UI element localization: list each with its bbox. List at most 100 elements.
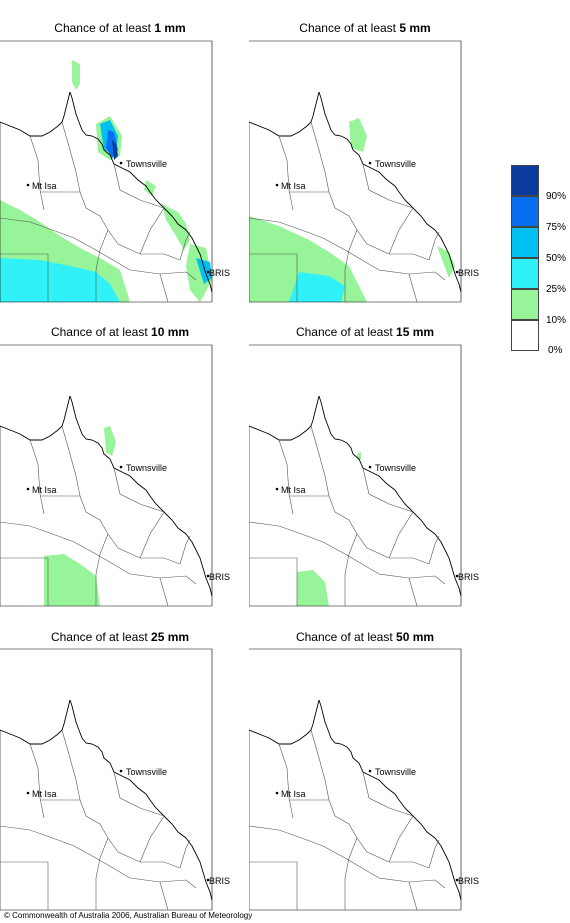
district-boundary	[159, 577, 169, 607]
gulf-coastline	[249, 91, 320, 137]
mt-isa-label: Mt Isa	[281, 789, 306, 799]
district-boundary	[29, 743, 45, 819]
district-boundary	[344, 837, 358, 910]
district-boundary	[428, 839, 440, 869]
probability-area	[112, 140, 118, 160]
townsville-label: Townsville	[126, 159, 167, 169]
district-boundary	[0, 825, 97, 859]
mt-isa-label: Mt Isa	[281, 181, 306, 191]
townsville-label: Townsville	[126, 463, 167, 473]
coastline	[69, 395, 213, 597]
district-boundary	[0, 521, 97, 555]
mt-isa-label: Mt Isa	[32, 181, 57, 191]
probability-area	[162, 204, 190, 250]
brisbane-label: BRIS	[209, 572, 230, 582]
map-25mm: Townsville Mt Isa BRIS	[0, 648, 230, 913]
probability-area	[72, 60, 80, 90]
district-boundary	[428, 535, 440, 565]
brisbane-dot	[455, 878, 459, 882]
townsville-dot	[119, 769, 123, 773]
panel-title-1mm: Chance of at least 1 mm	[54, 21, 186, 35]
probability-area	[289, 272, 345, 302]
district-boundary	[388, 207, 414, 255]
district-boundary	[113, 467, 165, 513]
district-boundary	[61, 729, 101, 825]
panel-title-15mm: Chance of at least 15 mm	[295, 325, 435, 339]
legend-swatch-90-100	[511, 165, 539, 196]
legend-label-10: 10%	[546, 315, 567, 326]
coastline	[69, 91, 213, 293]
probability-area	[186, 244, 212, 302]
district-boundary	[428, 231, 440, 261]
district-boundary	[310, 729, 350, 825]
map-frame	[0, 344, 213, 606]
gulf-coastline	[0, 395, 71, 441]
legend-label-50: 50%	[546, 253, 567, 264]
district-boundary	[139, 207, 165, 255]
district-boundary	[344, 533, 358, 606]
brisbane-dot	[206, 270, 210, 274]
townsville-dot	[368, 161, 372, 165]
district-boundary	[159, 273, 169, 303]
brisbane-dot	[455, 574, 459, 578]
legend-swatch-50-75	[511, 227, 539, 258]
map-frame	[0, 40, 213, 302]
coastline	[69, 699, 213, 901]
district-boundary	[408, 881, 418, 911]
townsville-dot	[368, 465, 372, 469]
district-boundary	[99, 823, 181, 869]
district-boundary	[95, 533, 109, 606]
district-boundary	[179, 231, 191, 261]
map-frame	[0, 648, 213, 910]
townsville-dot	[119, 465, 123, 469]
state-border	[0, 730, 212, 911]
legend-label-25: 25%	[546, 284, 567, 295]
map-10mm: Townsville Mt Isa BRIS	[0, 344, 230, 609]
district-boundary	[344, 229, 358, 302]
probability-area	[0, 258, 120, 302]
district-boundary	[179, 839, 191, 869]
townsville-dot	[368, 769, 372, 773]
state-border	[0, 122, 212, 303]
district-boundary	[408, 273, 418, 303]
state-border	[249, 426, 461, 607]
state-border	[0, 426, 212, 607]
district-boundary	[139, 511, 165, 559]
district-boundary	[249, 825, 346, 859]
gulf-coastline	[0, 699, 71, 745]
brisbane-label: BRIS	[458, 268, 479, 278]
district-boundary	[99, 215, 181, 261]
mt-isa-dot	[26, 487, 30, 491]
panel-title-25mm: Chance of at least 25 mm	[50, 630, 190, 644]
legend-label-75: 75%	[546, 222, 567, 233]
map-frame	[249, 344, 462, 606]
probability-area	[437, 246, 455, 278]
brisbane-label: BRIS	[209, 876, 230, 886]
townsville-label: Townsville	[126, 767, 167, 777]
legend-swatch-25-50	[511, 258, 539, 289]
district-boundary	[113, 771, 165, 817]
map-5mm: Townsville Mt Isa BRIS	[249, 40, 479, 305]
probability-area	[104, 426, 116, 456]
district-boundary	[348, 519, 430, 565]
gulf-coastline	[0, 91, 71, 137]
district-boundary	[179, 535, 191, 565]
district-boundary	[29, 135, 45, 211]
district-boundary	[362, 771, 414, 817]
coastline	[318, 395, 462, 597]
copyright-notice: © Commonwealth of Australia 2006, Austra…	[4, 911, 253, 920]
brisbane-label: BRIS	[458, 876, 479, 886]
district-boundary	[0, 217, 97, 251]
district-boundary	[408, 577, 418, 607]
mt-isa-label: Mt Isa	[32, 789, 57, 799]
brisbane-label: BRIS	[209, 268, 230, 278]
townsville-label: Townsville	[375, 159, 416, 169]
district-boundary	[362, 163, 414, 209]
mt-isa-label: Mt Isa	[32, 485, 57, 495]
legend-swatch-0-10	[511, 320, 539, 351]
district-boundary	[348, 823, 430, 869]
mt-isa-dot	[275, 487, 279, 491]
brisbane-dot	[206, 574, 210, 578]
district-boundary	[388, 815, 414, 863]
district-boundary	[310, 121, 350, 217]
